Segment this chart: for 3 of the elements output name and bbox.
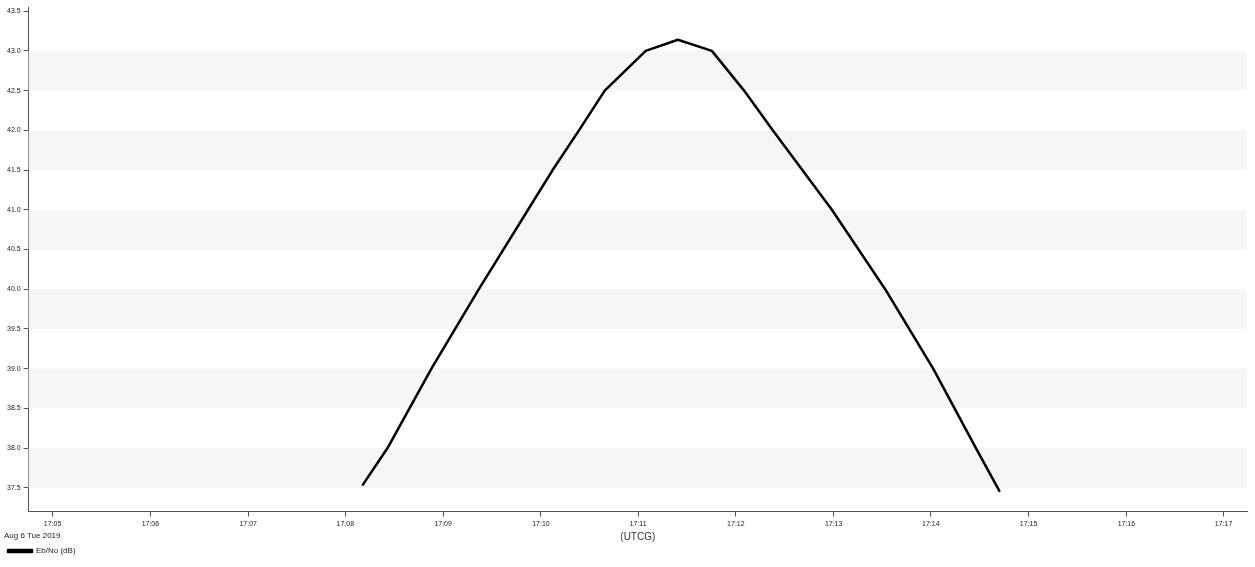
legend-label: Eb/No (dB): [36, 546, 76, 556]
x-axis-title: (UTCG): [620, 530, 656, 542]
text: Aug 6 Tue 2019: [4, 530, 62, 540]
